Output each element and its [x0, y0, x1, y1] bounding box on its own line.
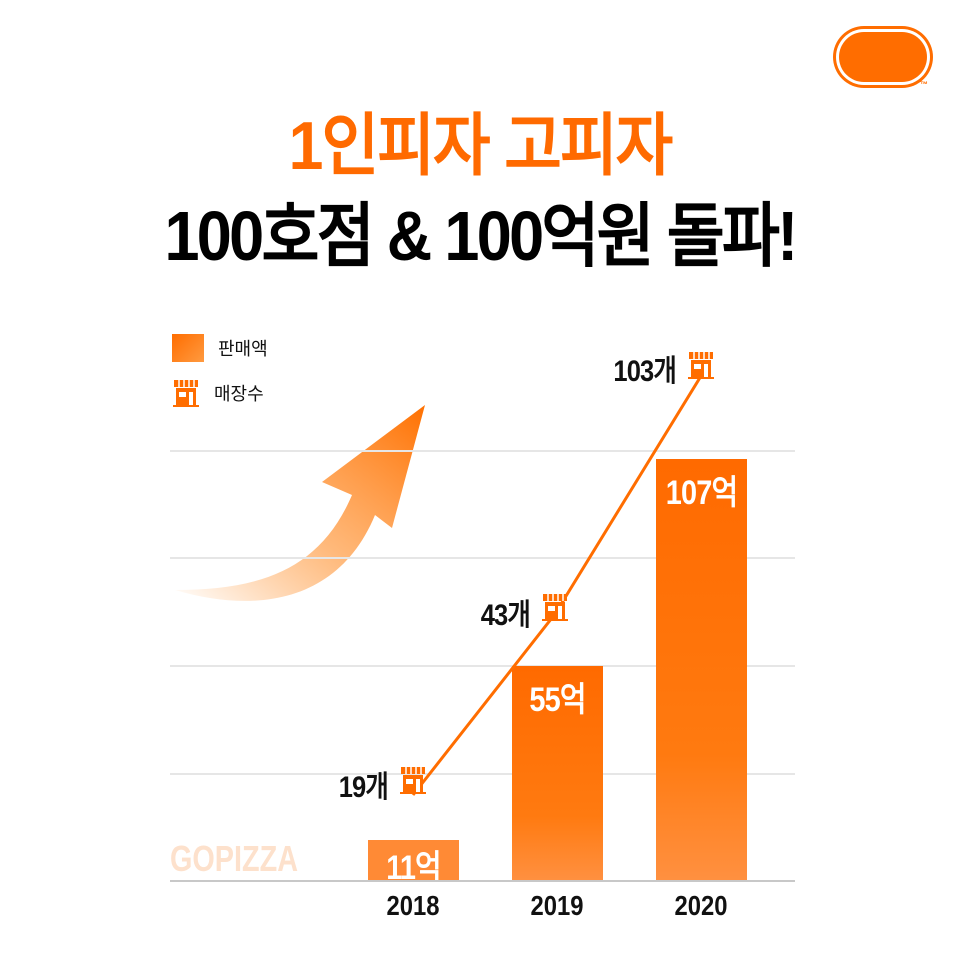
legend-stores-label: 매장수 [214, 384, 264, 404]
x-tick-2020: 2020 [674, 890, 728, 921]
legend-stores: 매장수 [172, 378, 264, 408]
gridline [170, 450, 795, 452]
gopizza-watermark: GOPIZZA [170, 838, 298, 879]
x-tick-2018: 2018 [386, 890, 440, 921]
legend-sales: 판매액 [172, 334, 268, 362]
store-icon [688, 352, 714, 379]
store-icon [542, 594, 568, 621]
x-axis [170, 880, 795, 882]
gridline [170, 665, 795, 667]
title-line-1: 1인피자 고피자 [288, 108, 674, 184]
bar-2020: 107억 [656, 459, 747, 880]
store-label-2020: 103개 [613, 355, 676, 388]
bar-label: 55억 [529, 681, 586, 719]
gopizza-logo-icon [839, 32, 927, 82]
bar-2019: 55억 [512, 666, 603, 880]
store-icon [173, 380, 199, 407]
x-tick-2019: 2019 [530, 890, 584, 921]
store-label-2018: 19개 [338, 771, 389, 804]
title-line-2: 100호점 & 100억원 돌파! [164, 197, 798, 275]
gridline [170, 557, 795, 559]
store-icon [400, 767, 426, 794]
growth-arrow-icon [175, 405, 425, 601]
store-label-2019: 43개 [480, 599, 531, 632]
trademark: ™ [920, 80, 928, 89]
gridline [170, 773, 795, 775]
orange-square-icon [172, 334, 204, 362]
legend-sales-label: 판매액 [218, 339, 268, 359]
bar-label: 107억 [665, 474, 738, 512]
